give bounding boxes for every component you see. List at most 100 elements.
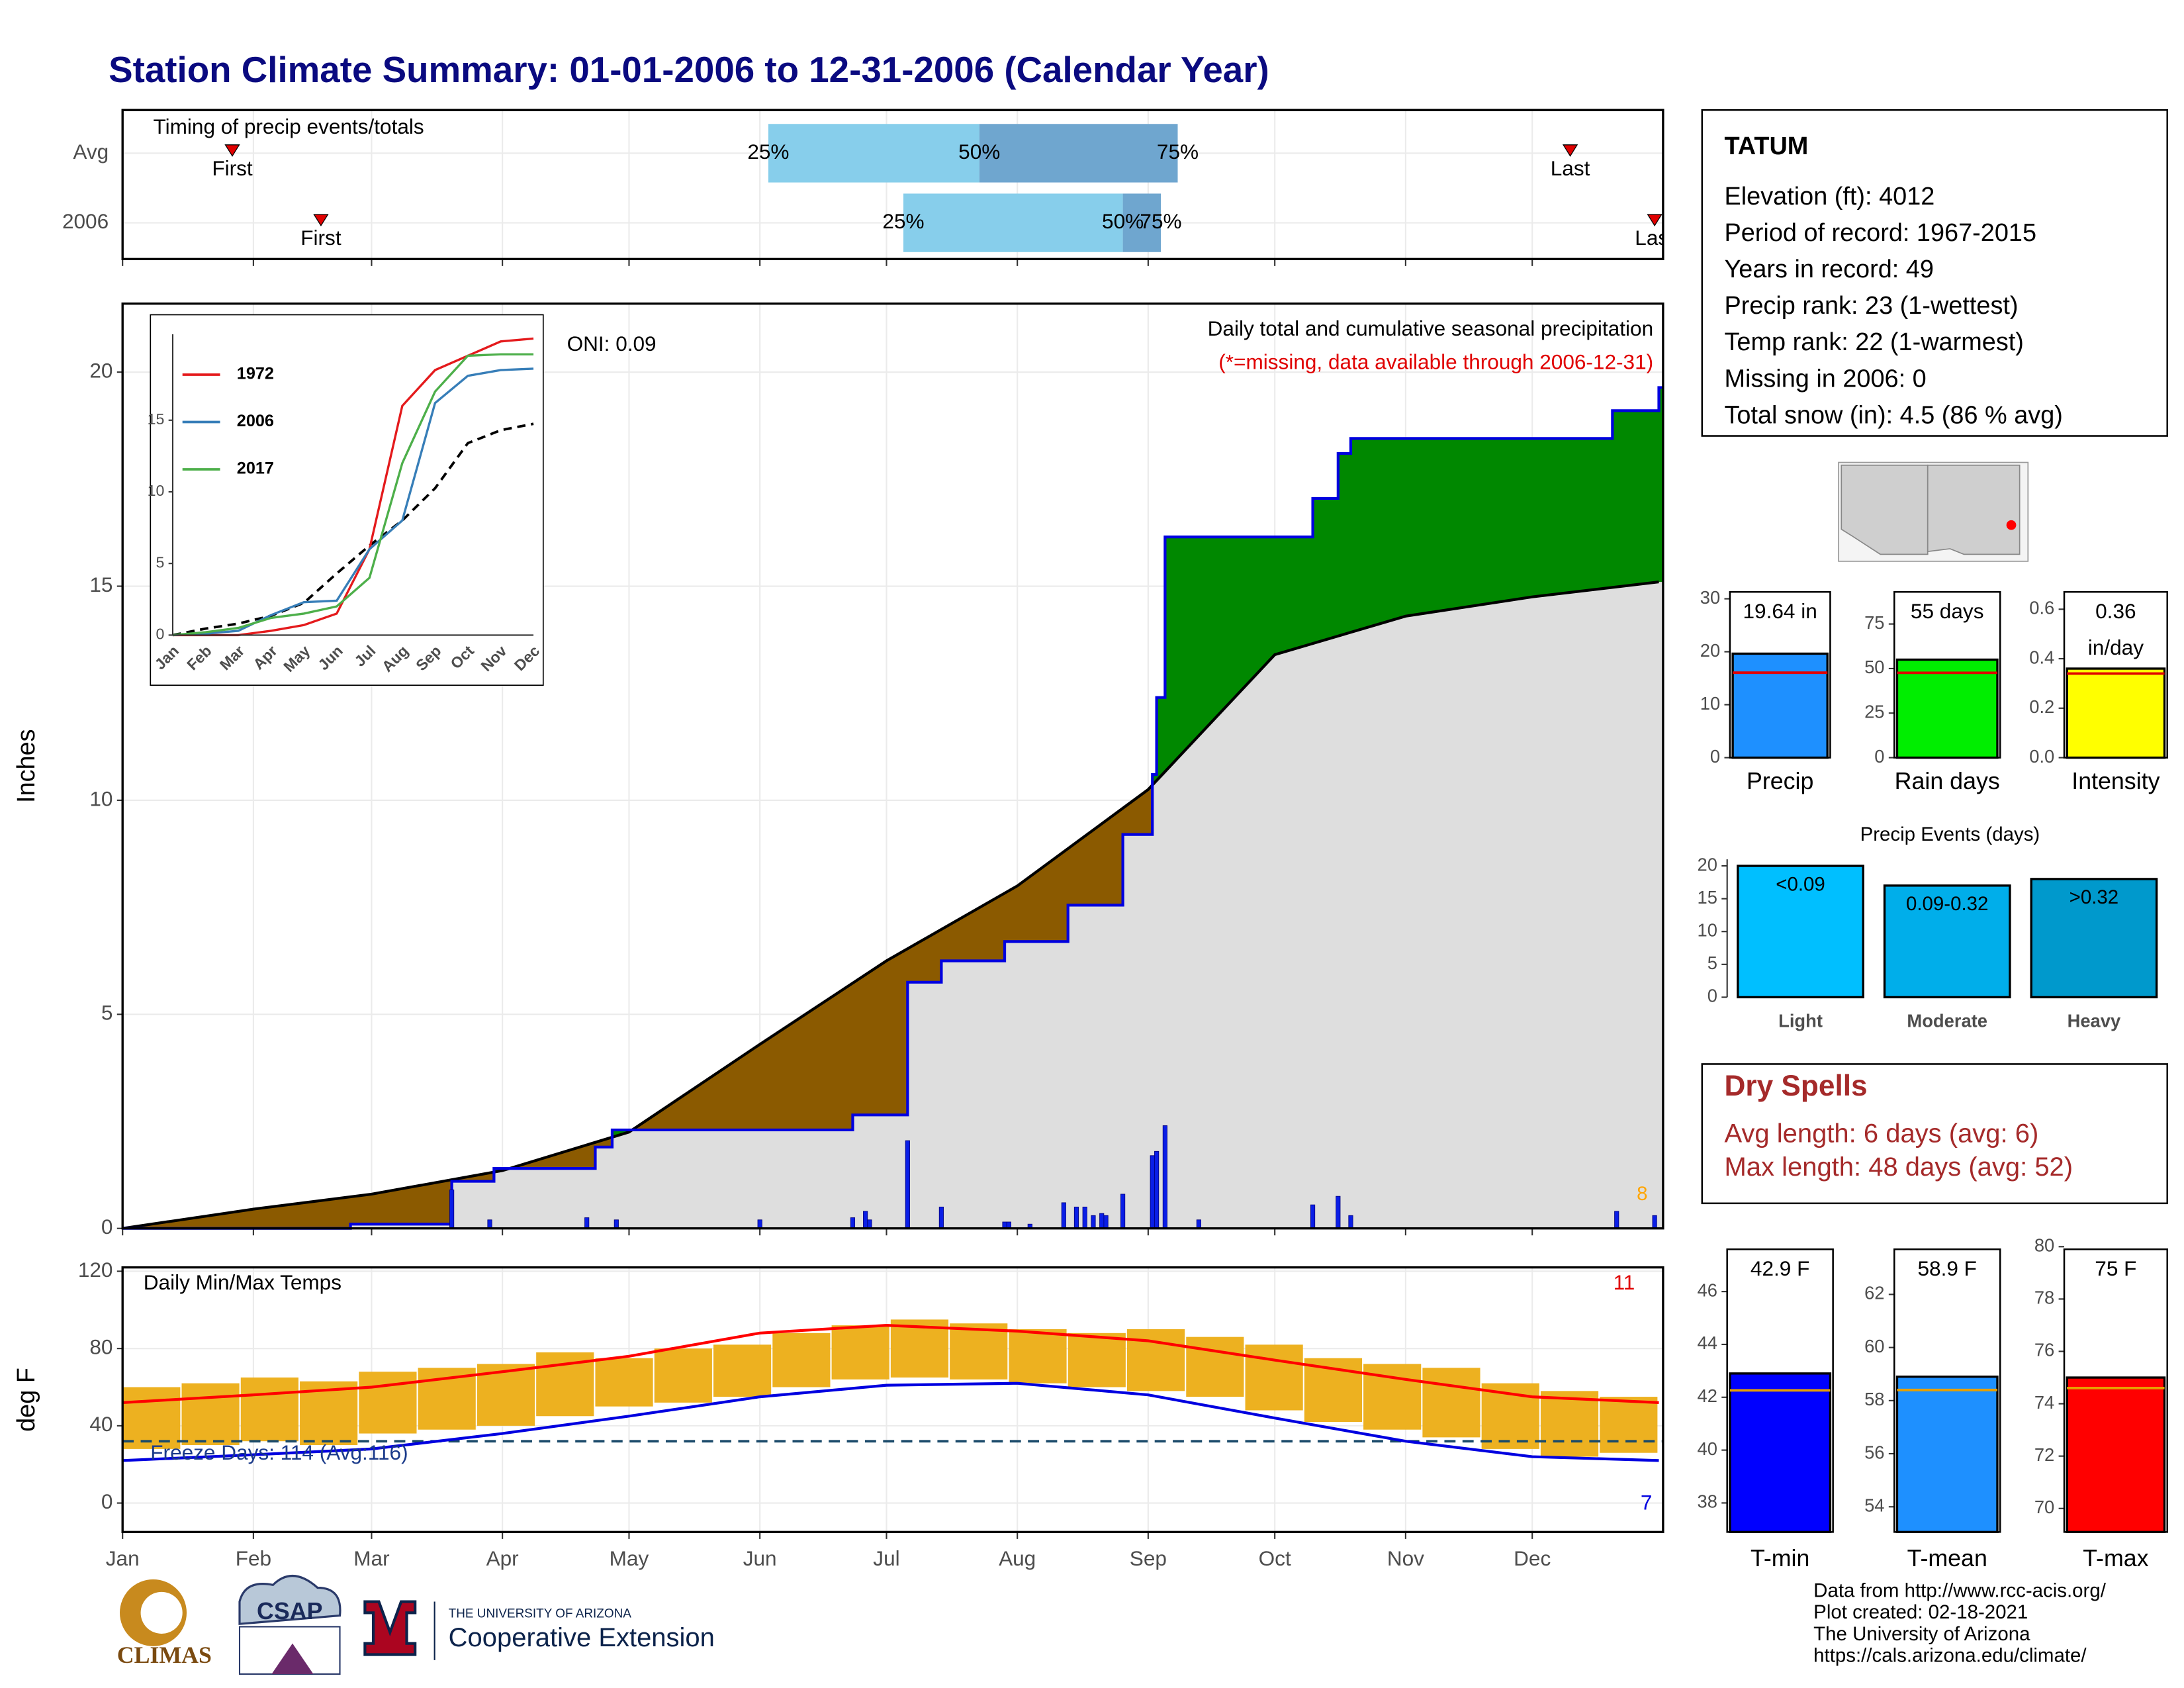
temp-range-bar [831, 1325, 889, 1380]
panel-frame [121, 1266, 1664, 1534]
bar [1883, 884, 2011, 999]
y-tick-label: 0.6 [2029, 598, 2054, 618]
station-line: Precip rank: 23 (1-wettest) [1724, 292, 2018, 320]
daily-bar [1073, 1206, 1079, 1229]
temp-range-bar [1009, 1329, 1067, 1383]
temp-range-bar [890, 1319, 949, 1378]
footer-line: https://cals.arizona.edu/climate/ [1813, 1644, 2087, 1666]
bar-label: <0.09 [1776, 873, 1825, 895]
y-tick-label: 70 [2034, 1497, 2054, 1517]
y-tick-label: 15 [1698, 887, 1717, 908]
y-tick-label: 38 [1698, 1491, 1717, 1512]
y-axis-label: deg F [13, 1368, 40, 1432]
x-tick-label: Jun [743, 1546, 777, 1570]
observed-line [122, 386, 1663, 1230]
daily-bar [905, 1140, 910, 1229]
gauge-bar [1729, 1372, 1832, 1534]
y-tick-label: 10 [89, 786, 113, 810]
y-tick-label: 20 [1698, 854, 1717, 874]
daily-bar [584, 1217, 590, 1229]
y-tick-label: 40 [1698, 1438, 1717, 1459]
footer-line: The University of Arizona [1813, 1623, 2030, 1645]
y-tick-label: 20 [1700, 640, 1720, 661]
y-tick-label: 10 [1698, 919, 1717, 940]
panel-title: Daily total and cumulative seasonal prec… [1208, 316, 1653, 340]
temp-range-bar [122, 1387, 181, 1449]
x-tick-label: Feb [236, 1546, 271, 1570]
y-tick-label: 20 [89, 358, 113, 382]
daily-bar [867, 1219, 872, 1229]
temp-range-bar [359, 1372, 417, 1434]
y-tick-label: 0 [1874, 746, 1884, 767]
temp-range-bar [1245, 1344, 1303, 1411]
x-tick-label: Light [1778, 1011, 1823, 1031]
logo-text: THE UNIVERSITY OF ARIZONA [449, 1607, 632, 1620]
station-box [1701, 109, 2169, 437]
y-tick-label: 75 [1864, 612, 1884, 633]
panel-frame [121, 109, 1664, 261]
y-tick-label: 30 [1700, 587, 1720, 608]
average-line [122, 580, 1659, 1230]
quartile-bar [979, 124, 1178, 183]
station-line: Elevation (ft): 4012 [1724, 183, 1934, 211]
page-title: Station Climate Summary: 01-01-2006 to 1… [109, 49, 1269, 90]
panel-title: Daily Min/Max Temps [144, 1270, 341, 1294]
inset-line [172, 422, 534, 637]
temp-range-bar [1068, 1333, 1126, 1387]
temp-range-bar [1422, 1368, 1480, 1438]
y-tick-label: 44 [1698, 1333, 1717, 1353]
event-marker [313, 214, 329, 227]
station-name: TATUM [1724, 132, 1808, 160]
label-box: 42.9 F [1750, 1257, 1810, 1282]
y-tick-label: 25 [1864, 701, 1884, 722]
legend-label: 2006 [237, 412, 274, 430]
inset-axes [171, 334, 534, 636]
quantile-label: 25% [747, 140, 789, 164]
x-tick-label: Oct [1259, 1546, 1291, 1570]
logo-ua [363, 1600, 417, 1656]
y-tick-label: 0 [156, 626, 164, 643]
y-tick-label: 50 [1864, 657, 1884, 677]
marker-label: Last [1551, 156, 1590, 180]
panel-title: Precip Events (days) [1860, 823, 2040, 845]
x-tick-label: Aug [999, 1546, 1036, 1570]
gauge-label: Precip [1747, 768, 1813, 794]
y-tick-label: 0 [1707, 986, 1717, 1006]
y-tick-label: 80 [2034, 1235, 2054, 1256]
quantile-label: 25% [882, 209, 924, 233]
logo-csap-mountain [271, 1643, 314, 1674]
temp-range-bar [595, 1358, 653, 1407]
y-tick-label: 0.2 [2029, 696, 2054, 717]
label-box: 58.9 F [1917, 1258, 1977, 1282]
daily-bar [1103, 1215, 1109, 1229]
gauge-value-label: 55 days [1910, 600, 1984, 624]
y-tick-label: 0.4 [2029, 647, 2054, 667]
temp-range-bar [181, 1383, 240, 1446]
logos: CLIMAS CSAP THE UNIVERSITY OF ARIZONA Co… [117, 1575, 715, 1675]
y-tick-label: 15 [89, 573, 113, 596]
quartile-bar [1122, 193, 1161, 252]
gauge-value-label: 75 F [2095, 1257, 2137, 1282]
gauge-label: T-max [2083, 1545, 2148, 1571]
daily-bar [1091, 1215, 1096, 1229]
gauge-value-label: 42.9 F [1750, 1257, 1810, 1282]
x-tick-label: Heavy [2068, 1011, 2121, 1031]
gauge-bar [2066, 667, 2166, 759]
x-tick-label: Sep [1130, 1546, 1167, 1570]
oni-annotation: ONI: 0.09 [567, 332, 657, 355]
panel-frame [121, 302, 1664, 1230]
temp-range-bar [240, 1377, 298, 1442]
dry-spell-line: Avg length: 6 days (avg: 6) [1724, 1119, 2038, 1148]
label-box: 75 F [2095, 1257, 2137, 1282]
inset-frame [150, 314, 544, 686]
average-temp-line [122, 1324, 1659, 1404]
daily-bar [1162, 1125, 1167, 1229]
daily-bar [1310, 1204, 1316, 1229]
label-box: 55 days [1910, 600, 1984, 624]
y-tick-label: 10 [1700, 693, 1720, 714]
y-tick-label: 78 [2034, 1288, 2054, 1308]
map-state [1927, 464, 2021, 555]
bar [2030, 878, 2158, 999]
